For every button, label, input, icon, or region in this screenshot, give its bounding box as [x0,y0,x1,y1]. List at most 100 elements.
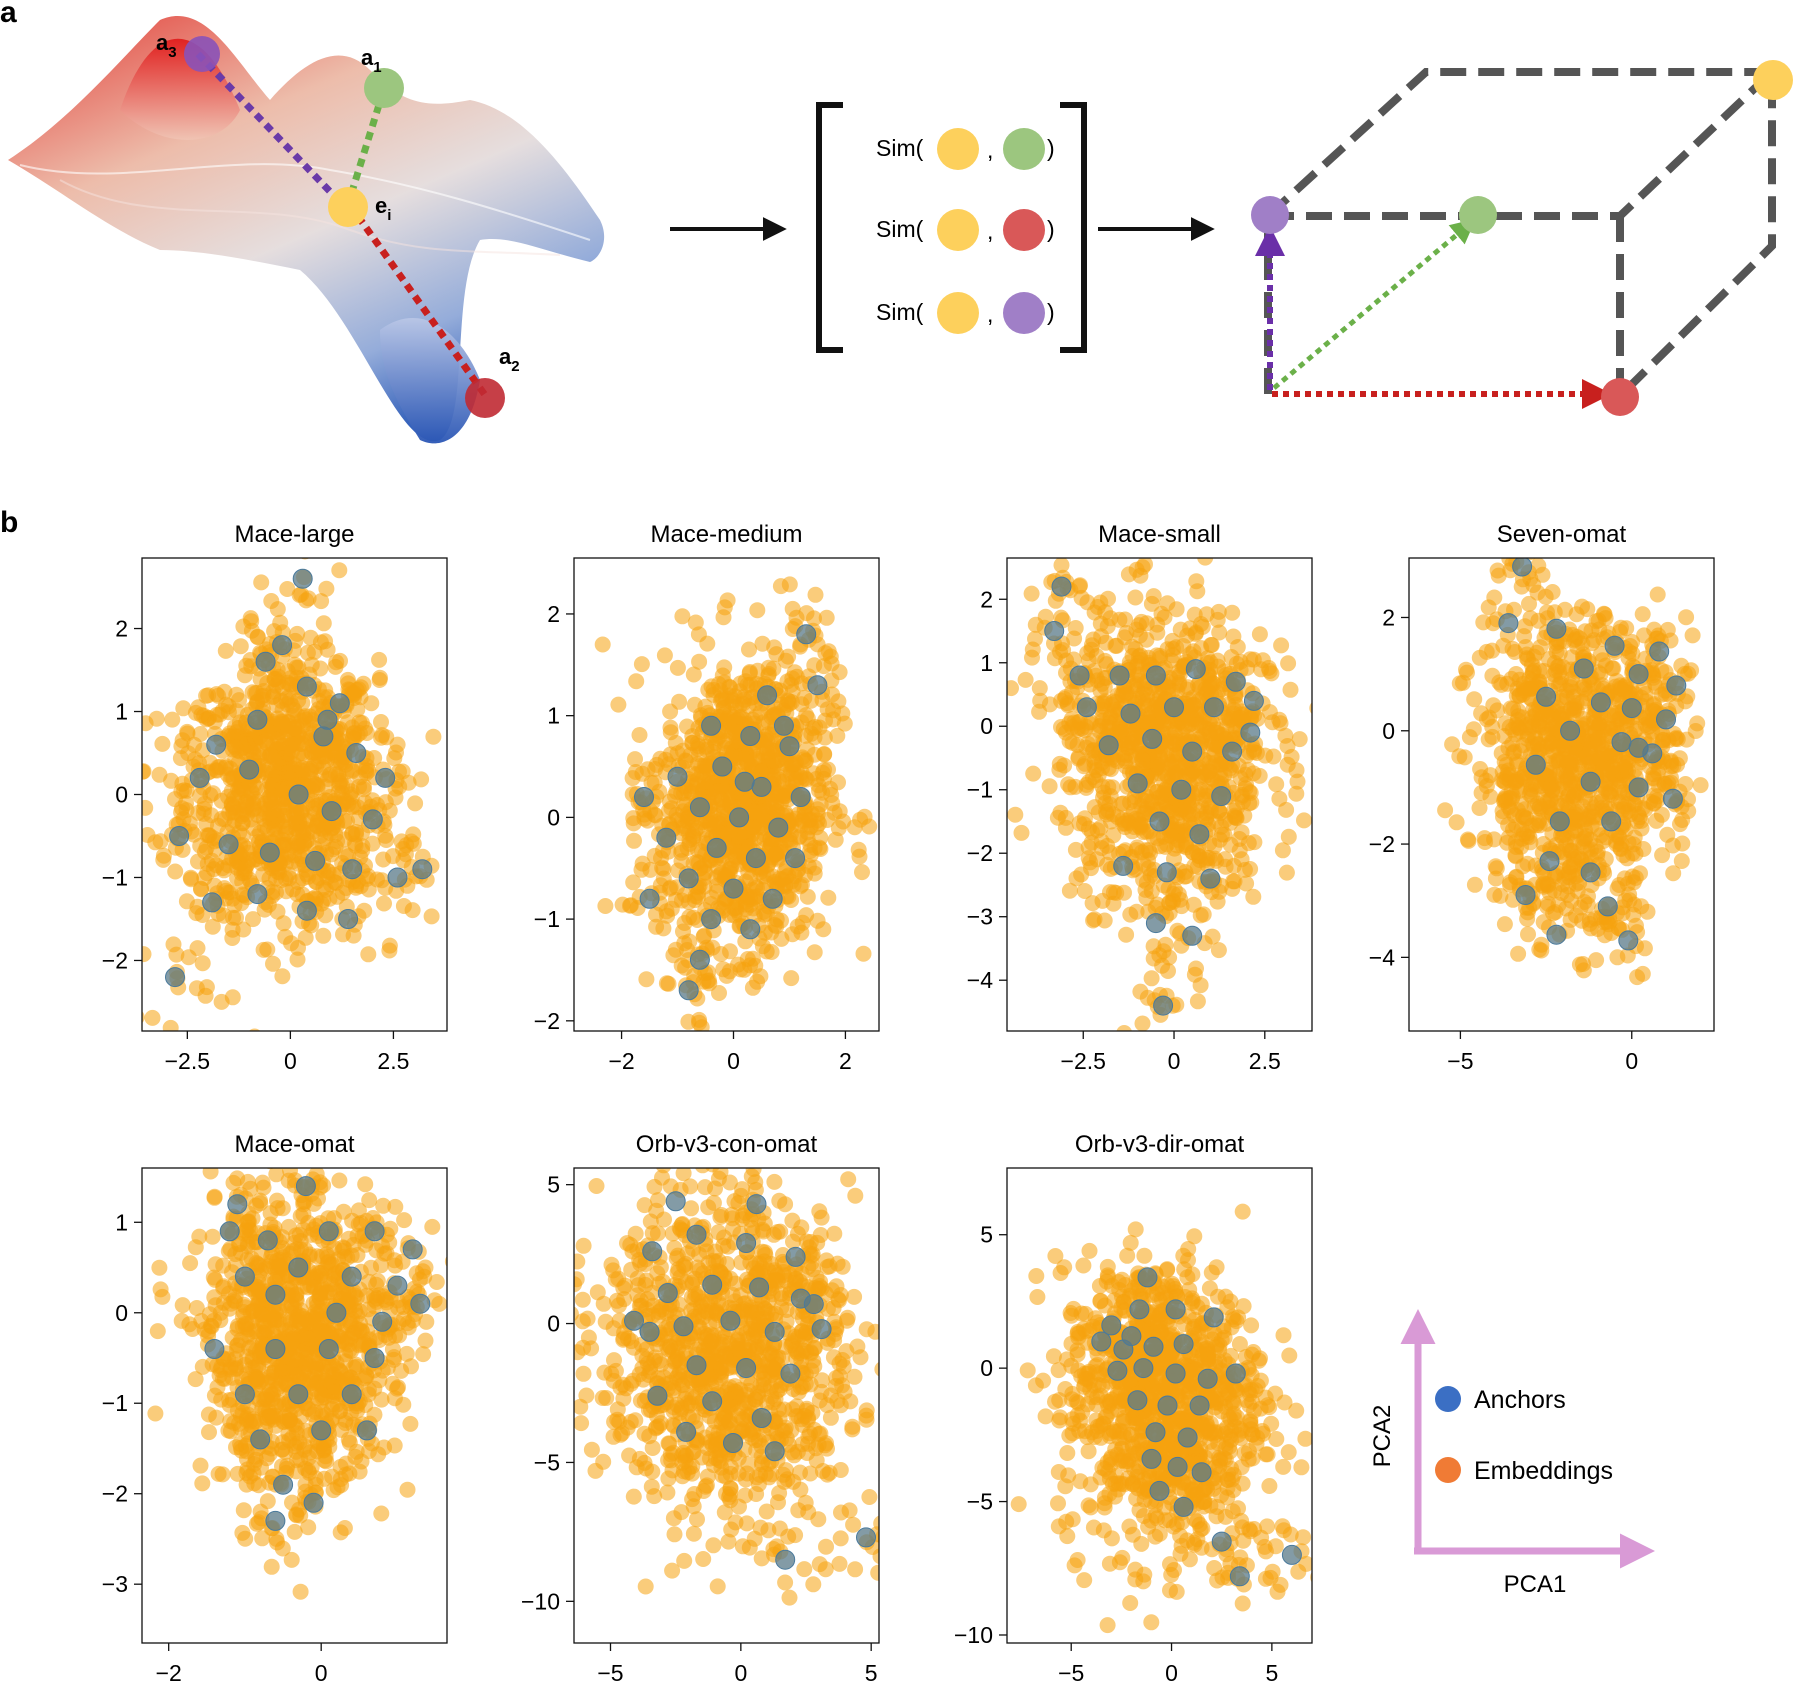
embedding-point [144,1009,161,1026]
anchor-point [296,900,317,921]
embedding-point [224,817,241,834]
embedding-point [1296,812,1312,829]
anchor-point [1149,811,1170,832]
space-anchor-green [1459,196,1497,234]
embeddings-cloud [1437,558,1709,986]
embedding-point [741,888,758,905]
embedding-point [1562,911,1579,928]
embedding-point [1530,612,1547,629]
relative-space-box [1264,68,1776,399]
embedding-point [715,609,732,626]
embedding-point [1178,803,1195,820]
embedding-point [376,895,392,912]
embedding-point [245,911,261,928]
embedding-point [254,1530,271,1547]
embedding-point [265,955,281,972]
embedding-point [1217,858,1234,875]
anchor-point [751,776,772,797]
embedding-point [1225,873,1242,890]
embedding-point [294,695,311,711]
embedding-point [1122,906,1139,923]
embedding-point [626,832,642,849]
embedding-point [687,614,704,631]
embedding-point [1650,777,1667,794]
embedding-point [1551,751,1568,768]
embedding-point [699,635,716,652]
embedding-point [1279,756,1296,773]
embedding-point [1007,680,1019,697]
embedding-point [815,658,832,675]
x-tick-label: 0 [284,1048,297,1074]
embedding-point [199,855,216,872]
anchor-point [1601,811,1622,832]
embedding-point [312,660,329,677]
embedding-point [1437,802,1454,819]
embedding-point [1031,680,1048,697]
embedding-point [162,1019,179,1031]
embedding-point [1480,731,1497,748]
embedding-point [151,766,168,783]
embedding-point [373,1505,390,1522]
embedding-point [1274,842,1291,859]
chart-title: Mace-omat [234,1131,354,1158]
embedding-point [1625,836,1642,853]
embedding-point [705,686,722,703]
embedding-point [218,758,234,775]
embedding-point [1556,737,1573,753]
embedding-point [647,761,664,777]
embedding-point [741,641,757,658]
embedding-point [1616,759,1633,776]
embedding-point [1489,702,1506,719]
embedding-point [773,930,790,947]
embedding-point [1521,595,1537,612]
embedding-point [328,654,345,671]
anchor-point [1539,851,1560,872]
embedding-point [1520,926,1536,943]
embedding-point [1562,843,1579,859]
anchor-point [1076,697,1097,718]
embedding-point [180,745,197,762]
embedding-point [198,687,215,704]
anchor-point [1222,741,1243,762]
embedding-point [1205,735,1222,752]
embedding-point [355,778,372,795]
embedding-point [1674,812,1691,828]
embedding-point [1085,912,1102,929]
embedding-point [413,771,430,788]
embeddings-cloud [142,558,447,1031]
embedding-point [1134,752,1151,768]
embedding-point [253,688,270,705]
anchor-point [779,736,800,757]
embedding-point [1181,766,1198,783]
embedding-point [1541,735,1558,751]
anchor-point [305,850,326,871]
embedding-point [200,827,217,844]
embedding-point [749,748,766,765]
embedding-point [1611,778,1628,795]
embedding-point [610,696,627,713]
embedding-point [1465,721,1482,738]
embedding-point [673,957,690,974]
sim-row-3: Sim( , ) [876,292,1055,334]
embedding-point [1116,683,1133,700]
embedding-point [796,803,813,820]
embedding-point [1223,649,1240,665]
embedding-point [809,912,826,929]
anchor-point [1656,709,1676,730]
embedding-point [1078,779,1095,796]
embedding-point [656,647,673,664]
embedding-point [1540,876,1557,893]
embedding-point [1576,894,1593,910]
anchor-point [218,834,239,855]
embedding-point [395,898,412,914]
embedding-point [1134,1015,1151,1031]
embedding-point [740,698,757,715]
embedding-point [1061,882,1078,899]
embedding-point [259,821,276,838]
embedding-point [1210,942,1227,959]
embedding-point [363,695,380,712]
embedding-point [1163,828,1180,845]
anchor-point [1628,664,1649,685]
embedding-point [1209,893,1226,910]
